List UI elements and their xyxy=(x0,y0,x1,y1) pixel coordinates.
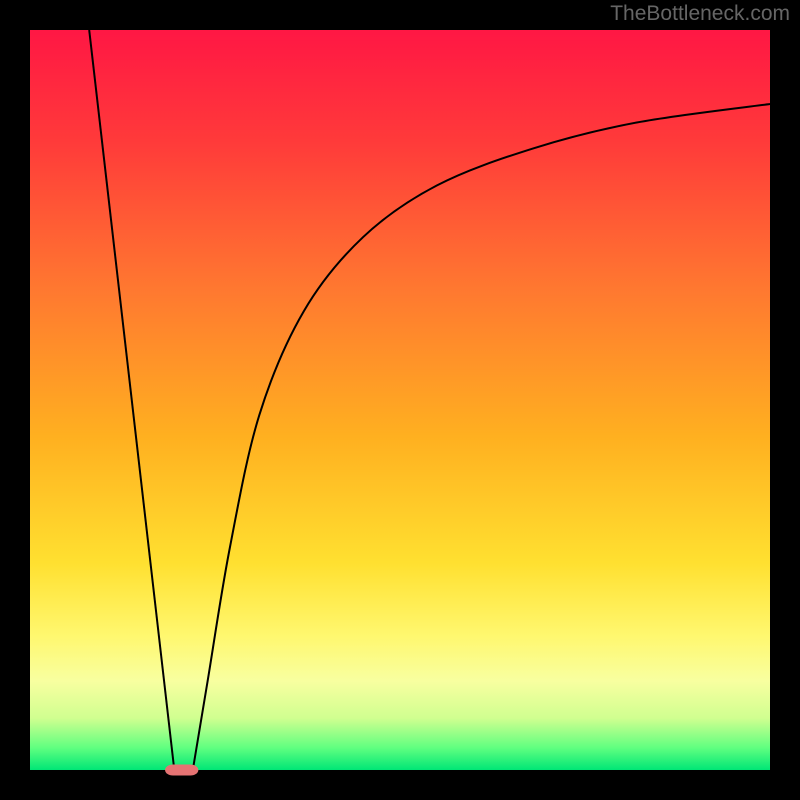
chart-svg xyxy=(0,0,800,800)
trough-marker xyxy=(165,764,198,775)
chart-gradient-bg xyxy=(30,30,770,770)
watermark-text: TheBottleneck.com xyxy=(610,2,790,26)
bottleneck-chart: TheBottleneck.com xyxy=(0,0,800,800)
